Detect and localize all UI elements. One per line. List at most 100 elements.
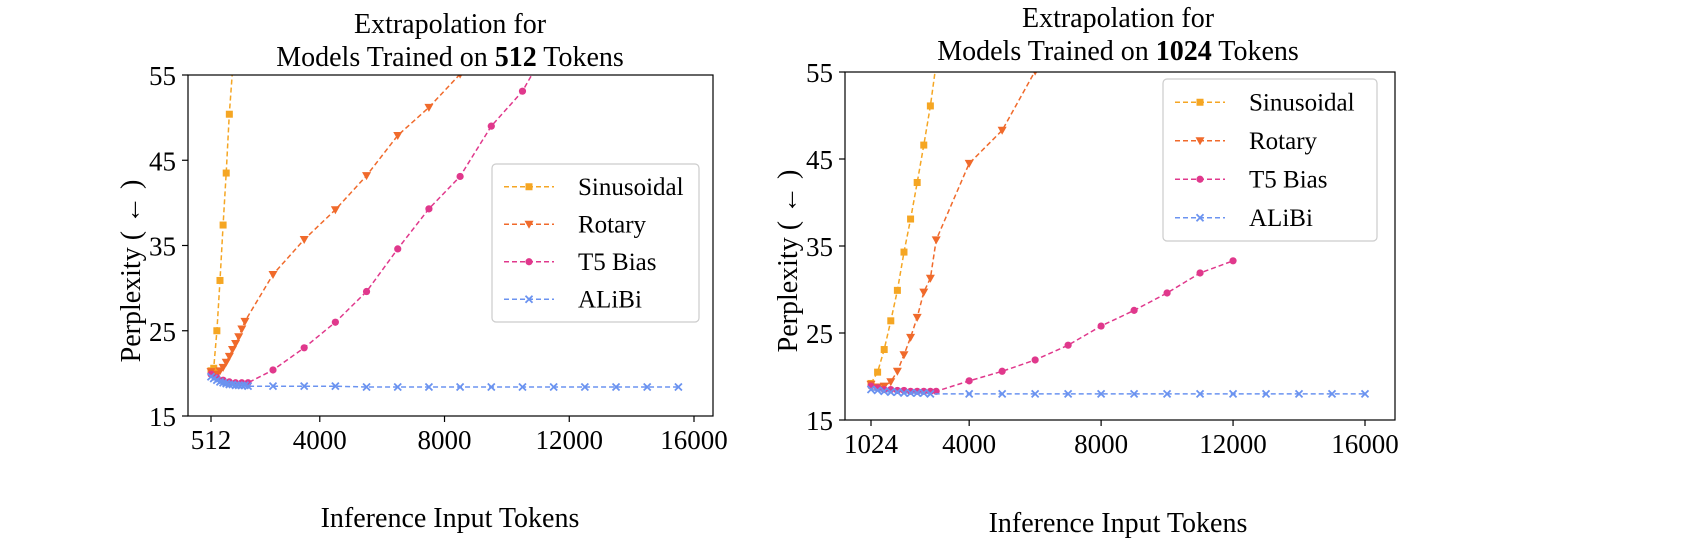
y-axis-label: Perplexity ( ← ) — [116, 180, 147, 363]
data-point — [919, 388, 928, 398]
legend-marker — [1196, 98, 1204, 106]
data-point — [913, 388, 922, 398]
data-point — [243, 382, 253, 391]
x-tick-label: 16000 — [660, 425, 728, 455]
data-point — [424, 103, 434, 112]
data-point — [611, 382, 621, 392]
data-point — [1096, 389, 1106, 399]
data-point — [1097, 322, 1105, 330]
legend-label: T5 Bias — [1249, 166, 1327, 193]
data-point — [216, 276, 224, 284]
data-point — [925, 274, 935, 283]
data-point — [892, 367, 902, 376]
data-point — [330, 206, 340, 215]
data-point — [1360, 389, 1370, 399]
legend-marker — [525, 183, 533, 191]
series-line-alibi — [210, 376, 679, 388]
y-tick-label: 45 — [149, 146, 176, 176]
data-point — [926, 102, 934, 110]
data-point — [1063, 389, 1073, 399]
data-point — [518, 382, 527, 392]
chart-512: Extrapolation for Models Trained on 512 … — [116, 9, 728, 534]
data-point — [362, 287, 371, 296]
data-point — [231, 340, 241, 349]
chart-title-line1: Extrapolation for — [1022, 3, 1215, 34]
data-point — [237, 381, 246, 390]
chart-title-line2: Models Trained on 512 Tokens — [276, 42, 624, 73]
data-point — [920, 141, 928, 149]
legend-label: Rotary — [1249, 128, 1318, 155]
data-point — [213, 327, 221, 335]
series-line-rotary — [870, 72, 1036, 388]
data-point — [234, 333, 244, 342]
data-point — [893, 388, 902, 397]
y-tick-label: 35 — [149, 232, 176, 262]
legend-marker — [1195, 137, 1205, 146]
data-point — [1327, 389, 1337, 399]
data-point — [1031, 389, 1040, 399]
series-line-sinusoidal — [870, 72, 936, 384]
data-point — [1064, 341, 1072, 349]
legend-marker — [1196, 175, 1204, 183]
data-point — [222, 169, 230, 177]
legend-label: Sinusoidal — [1249, 89, 1355, 116]
legend-marker — [525, 258, 533, 266]
series-line-rotary — [210, 75, 461, 376]
data-point — [880, 387, 889, 396]
x-tick-label: 4000 — [293, 425, 347, 455]
data-point — [893, 286, 901, 294]
y-tick-label: 25 — [149, 317, 176, 347]
plot-area: 1024 4000 8000 12000 16000 15 25 35 45 55 Sinusoid… — [806, 58, 1399, 459]
data-point — [458, 75, 463, 79]
data-point — [331, 382, 340, 391]
y-tick-label: 45 — [806, 145, 833, 175]
data-point — [227, 346, 237, 355]
data-point — [932, 387, 940, 395]
data-point — [926, 389, 935, 399]
data-point — [998, 367, 1006, 375]
data-point — [931, 236, 941, 245]
data-point — [906, 388, 915, 398]
legend-marker — [524, 220, 534, 229]
data-point — [1294, 389, 1304, 399]
data-point — [873, 386, 882, 395]
y-tick-label: 15 — [806, 406, 833, 436]
data-point — [965, 389, 974, 399]
data-point — [269, 366, 277, 374]
legend-marker — [524, 295, 534, 304]
legend-label: Rotary — [578, 211, 647, 238]
series-line-t5-bias — [210, 75, 533, 384]
legend-label: Sinusoidal — [578, 174, 684, 201]
data-point — [998, 389, 1007, 399]
x-axis-label: Inference Input Tokens — [321, 503, 580, 534]
data-point — [225, 380, 234, 389]
x-axis-label: Inference Input Tokens — [989, 508, 1248, 539]
data-point — [219, 221, 227, 229]
data-point — [899, 388, 909, 398]
data-point — [218, 363, 228, 372]
data-point — [487, 122, 495, 130]
data-point — [907, 215, 915, 223]
data-point — [997, 126, 1007, 135]
x-tick-label: 4000 — [942, 429, 996, 459]
legend: Sinusoidal Rotary T5 Bias ALiBi — [491, 163, 700, 323]
series-line-sinusoidal — [210, 75, 233, 372]
data-point — [237, 325, 247, 334]
data-point — [300, 382, 309, 391]
data-point — [268, 270, 278, 279]
data-point — [900, 248, 908, 256]
data-point — [964, 159, 974, 168]
data-point — [674, 382, 683, 392]
data-point — [965, 377, 973, 385]
data-point — [906, 333, 916, 342]
plot-area: 512 4000 8000 12000 16000 15 25 35 45 55 Sinusoida… — [149, 61, 728, 455]
data-point — [643, 382, 652, 392]
data-point — [225, 110, 233, 118]
data-point — [518, 87, 527, 95]
chart-1024: Extrapolation for Models Trained on 1024… — [773, 3, 1399, 539]
x-tick-label: 16000 — [1331, 429, 1399, 459]
data-point — [424, 382, 434, 392]
data-point — [231, 381, 240, 390]
legend: Sinusoidal Rotary T5 Bias ALiBi — [1162, 78, 1378, 242]
